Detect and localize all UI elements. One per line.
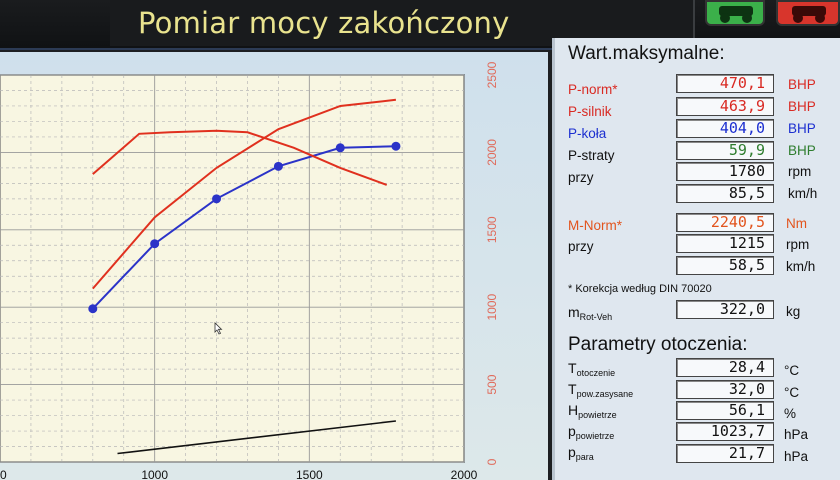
p-powietrze-value: 1023,7 bbox=[676, 422, 774, 441]
t-pow-unit: °C bbox=[784, 385, 800, 400]
p-para-value: 21,7 bbox=[676, 444, 774, 463]
power-chart: 0 1000 1500 2000 0 500 1000 1500 2000 2500 bbox=[0, 61, 499, 480]
chart-series bbox=[88, 98, 401, 455]
h-powietrze-unit: % bbox=[784, 406, 797, 421]
series-line-2 bbox=[92, 145, 396, 310]
t-otoczenie-label: Totoczenie bbox=[568, 360, 616, 378]
power-rpm-value: 1780 bbox=[676, 162, 774, 181]
h-powietrze-symbol: H bbox=[568, 402, 579, 418]
results-panel: Wart.maksymalne: P-norm* 470,1 BHP P-sil… bbox=[552, 38, 840, 480]
data-point bbox=[273, 161, 283, 171]
y-tick-label: 500 bbox=[485, 374, 499, 394]
p-powietrze-subscript: powietrze bbox=[575, 431, 615, 441]
p-para-subscript: para bbox=[575, 452, 594, 462]
plot-area bbox=[0, 74, 465, 463]
p-silnik-label: P-silnik bbox=[568, 104, 612, 119]
y-tick-label: 1000 bbox=[485, 294, 499, 321]
x-tick-label: 0 bbox=[0, 468, 7, 480]
t-otoczenie-value: 28,4 bbox=[676, 358, 774, 377]
dyno-roller-icon bbox=[719, 6, 753, 23]
t-otoczenie-unit: °C bbox=[784, 363, 800, 378]
ambient-header: Parametry otoczenia: bbox=[568, 334, 748, 355]
data-point bbox=[88, 304, 98, 314]
x-tick-label: 2000 bbox=[451, 468, 478, 480]
y-axis-ticks: 0 500 1000 1500 2000 2500 bbox=[485, 61, 499, 465]
power-speed-value: 85,5 bbox=[676, 184, 774, 203]
m-norm-value: 2240,5 bbox=[676, 213, 774, 232]
m-norm-unit: Nm bbox=[786, 216, 807, 231]
p-silnik-value: 463,9 bbox=[676, 97, 774, 116]
data-point bbox=[391, 141, 401, 151]
series-line-4 bbox=[117, 420, 396, 455]
data-point bbox=[212, 194, 222, 204]
window-title: Pomiar mocy zakończony bbox=[138, 6, 510, 40]
p-powietrze-symbol: p bbox=[568, 423, 576, 439]
p-para-symbol: p bbox=[568, 444, 576, 460]
p-straty-unit: BHP bbox=[788, 143, 816, 158]
green-action-button[interactable] bbox=[705, 0, 765, 26]
torque-speed-unit: km/h bbox=[786, 259, 816, 274]
p-silnik-unit: BHP bbox=[788, 99, 816, 114]
t-otoczenie-symbol: T bbox=[568, 360, 577, 376]
x-tick-label: 1500 bbox=[296, 468, 323, 480]
p-powietrze-label: ppowietrze bbox=[568, 423, 615, 441]
top-bar: Pomiar mocy zakończony bbox=[0, 0, 840, 50]
series-line-3 bbox=[92, 129, 388, 186]
power-rpm-unit: rpm bbox=[788, 164, 812, 179]
y-tick-label: 2000 bbox=[485, 139, 499, 166]
h-powietrze-value: 56,1 bbox=[676, 401, 774, 420]
t-pow-subscript: pow.zasysane bbox=[576, 389, 634, 399]
y-tick-label: 0 bbox=[485, 458, 499, 465]
p-para-label: ppara bbox=[568, 444, 594, 462]
y-tick-label: 2500 bbox=[485, 61, 499, 88]
dyno-stop-icon bbox=[792, 6, 826, 23]
mass-subscript: Rot-Veh bbox=[579, 312, 613, 322]
p-kola-unit: BHP bbox=[788, 121, 816, 136]
data-point bbox=[150, 239, 160, 249]
p-kola-label: P-koła bbox=[568, 126, 607, 141]
p-straty-value: 59,9 bbox=[676, 141, 774, 160]
t-otoczenie-subscript: otoczenie bbox=[576, 368, 616, 378]
correction-note: * Korekcja według DIN 70020 bbox=[568, 283, 712, 295]
p-para-unit: hPa bbox=[784, 449, 809, 464]
p-norm-value: 470,1 bbox=[676, 74, 774, 93]
torque-rpm-unit: rpm bbox=[786, 237, 810, 252]
power-rpm-label: przy bbox=[568, 170, 594, 185]
mass-value: 322,0 bbox=[676, 300, 774, 319]
p-norm-label: P-norm* bbox=[568, 82, 618, 97]
torque-rpm-value: 1215 bbox=[676, 234, 774, 253]
y-tick-label: 1500 bbox=[485, 216, 499, 243]
p-kola-value: 404,0 bbox=[676, 119, 774, 138]
p-powietrze-unit: hPa bbox=[784, 427, 809, 442]
data-point bbox=[335, 143, 345, 153]
x-axis-ticks: 0 1000 1500 2000 bbox=[0, 468, 478, 480]
mouse-cursor-icon bbox=[214, 322, 223, 335]
x-tick-label: 1000 bbox=[141, 468, 168, 480]
power-speed-unit: km/h bbox=[788, 186, 818, 201]
torque-speed-value: 58,5 bbox=[676, 256, 774, 275]
t-pow-symbol: T bbox=[568, 381, 577, 397]
series-line-1 bbox=[92, 98, 397, 290]
mass-symbol: m bbox=[568, 304, 580, 320]
h-powietrze-subscript: powietrze bbox=[578, 410, 617, 420]
mass-unit: kg bbox=[786, 304, 801, 319]
t-pow-value: 32,0 bbox=[676, 380, 774, 399]
chart-panel: 0 1000 1500 2000 0 500 1000 1500 2000 2500 bbox=[0, 52, 548, 480]
t-pow-label: Tpow.zasysane bbox=[568, 381, 634, 399]
p-straty-label: P-straty bbox=[568, 148, 615, 163]
red-action-button[interactable] bbox=[776, 0, 840, 26]
h-powietrze-label: Hpowietrze bbox=[568, 402, 617, 420]
p-norm-unit: BHP bbox=[788, 77, 816, 92]
mass-label: mRot-Veh bbox=[568, 304, 613, 322]
m-norm-label: M-Norm* bbox=[568, 218, 622, 233]
max-values-header: Wart.maksymalne: bbox=[568, 43, 725, 64]
torque-rpm-label: przy bbox=[568, 239, 594, 254]
chart-grid bbox=[0, 74, 465, 463]
